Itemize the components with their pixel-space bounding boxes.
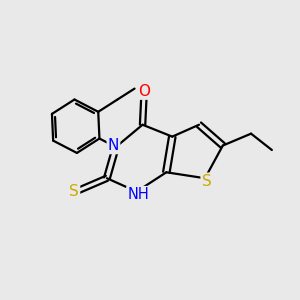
- Text: S: S: [69, 184, 79, 199]
- Text: S: S: [202, 174, 211, 189]
- Text: N: N: [108, 138, 119, 153]
- Text: O: O: [138, 84, 150, 99]
- Text: NH: NH: [127, 187, 149, 202]
